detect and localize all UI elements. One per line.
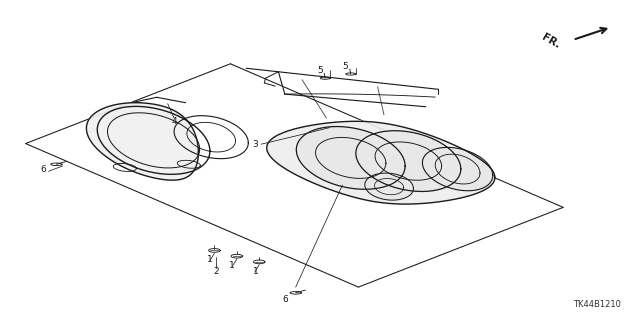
Polygon shape bbox=[296, 127, 405, 189]
Text: 6: 6 bbox=[41, 165, 46, 174]
Polygon shape bbox=[356, 131, 461, 191]
Text: 1: 1 bbox=[207, 256, 212, 264]
Polygon shape bbox=[365, 173, 413, 200]
Text: 4: 4 bbox=[172, 117, 177, 126]
Text: 1: 1 bbox=[230, 261, 235, 270]
Polygon shape bbox=[267, 121, 495, 204]
Text: 3: 3 bbox=[252, 140, 257, 149]
Text: 5: 5 bbox=[343, 63, 348, 71]
Text: 6: 6 bbox=[282, 295, 287, 304]
Text: 2: 2 bbox=[214, 267, 219, 276]
Text: 1: 1 bbox=[253, 267, 259, 276]
Text: TK44B1210: TK44B1210 bbox=[573, 300, 621, 309]
Polygon shape bbox=[422, 147, 493, 191]
Text: 5: 5 bbox=[317, 66, 323, 75]
Text: FR.: FR. bbox=[540, 32, 562, 50]
Polygon shape bbox=[86, 103, 198, 180]
